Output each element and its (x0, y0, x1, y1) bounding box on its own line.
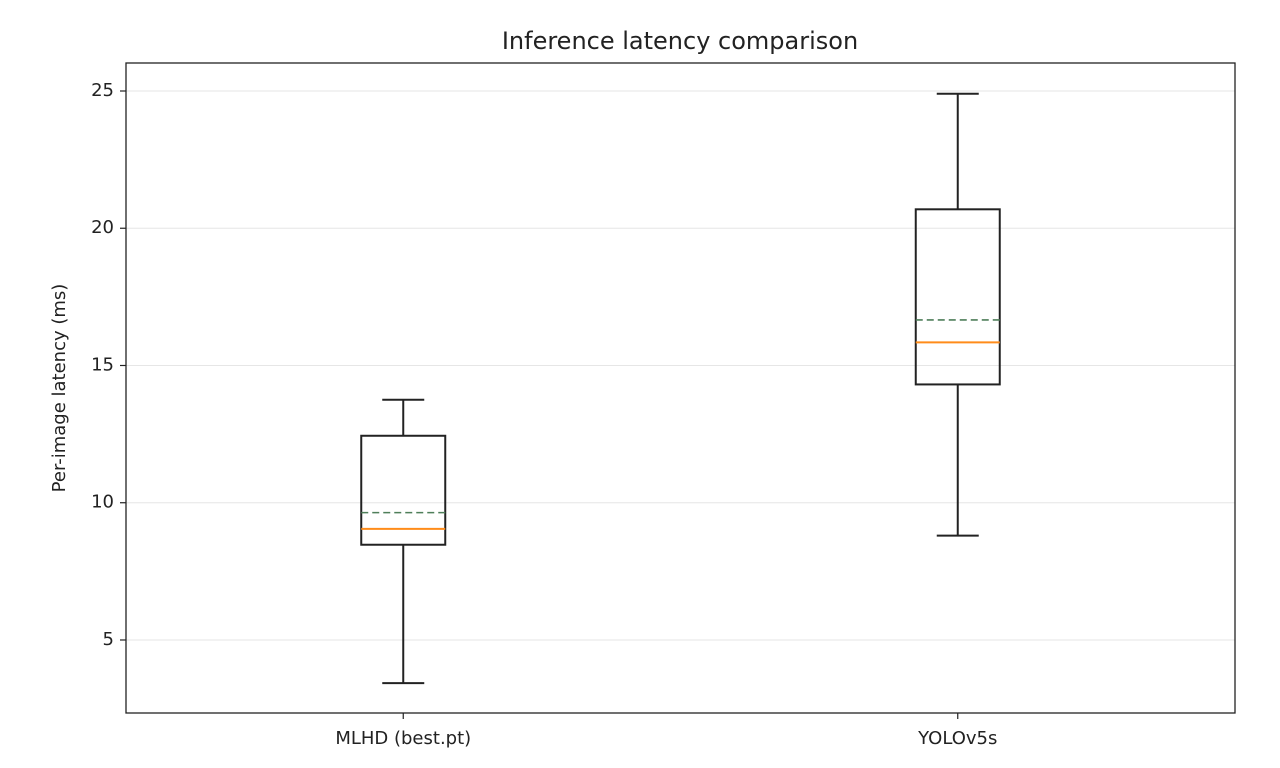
y-tick-label: 25 (91, 80, 114, 101)
y-tick-label: 5 (103, 629, 114, 650)
y-tick-label: 15 (91, 354, 114, 375)
y-axis-label: Per-image latency (ms) (49, 284, 70, 493)
x-tick-label: YOLOv5s (917, 728, 997, 749)
y-tick-label: 20 (91, 217, 114, 238)
x-tick-label: MLHD (best.pt) (335, 728, 471, 749)
y-tick-label: 10 (91, 492, 114, 513)
box (360, 434, 447, 546)
box (914, 208, 1001, 386)
plot-frame (125, 62, 1236, 714)
chart-title: Inference latency comparison (502, 27, 858, 55)
